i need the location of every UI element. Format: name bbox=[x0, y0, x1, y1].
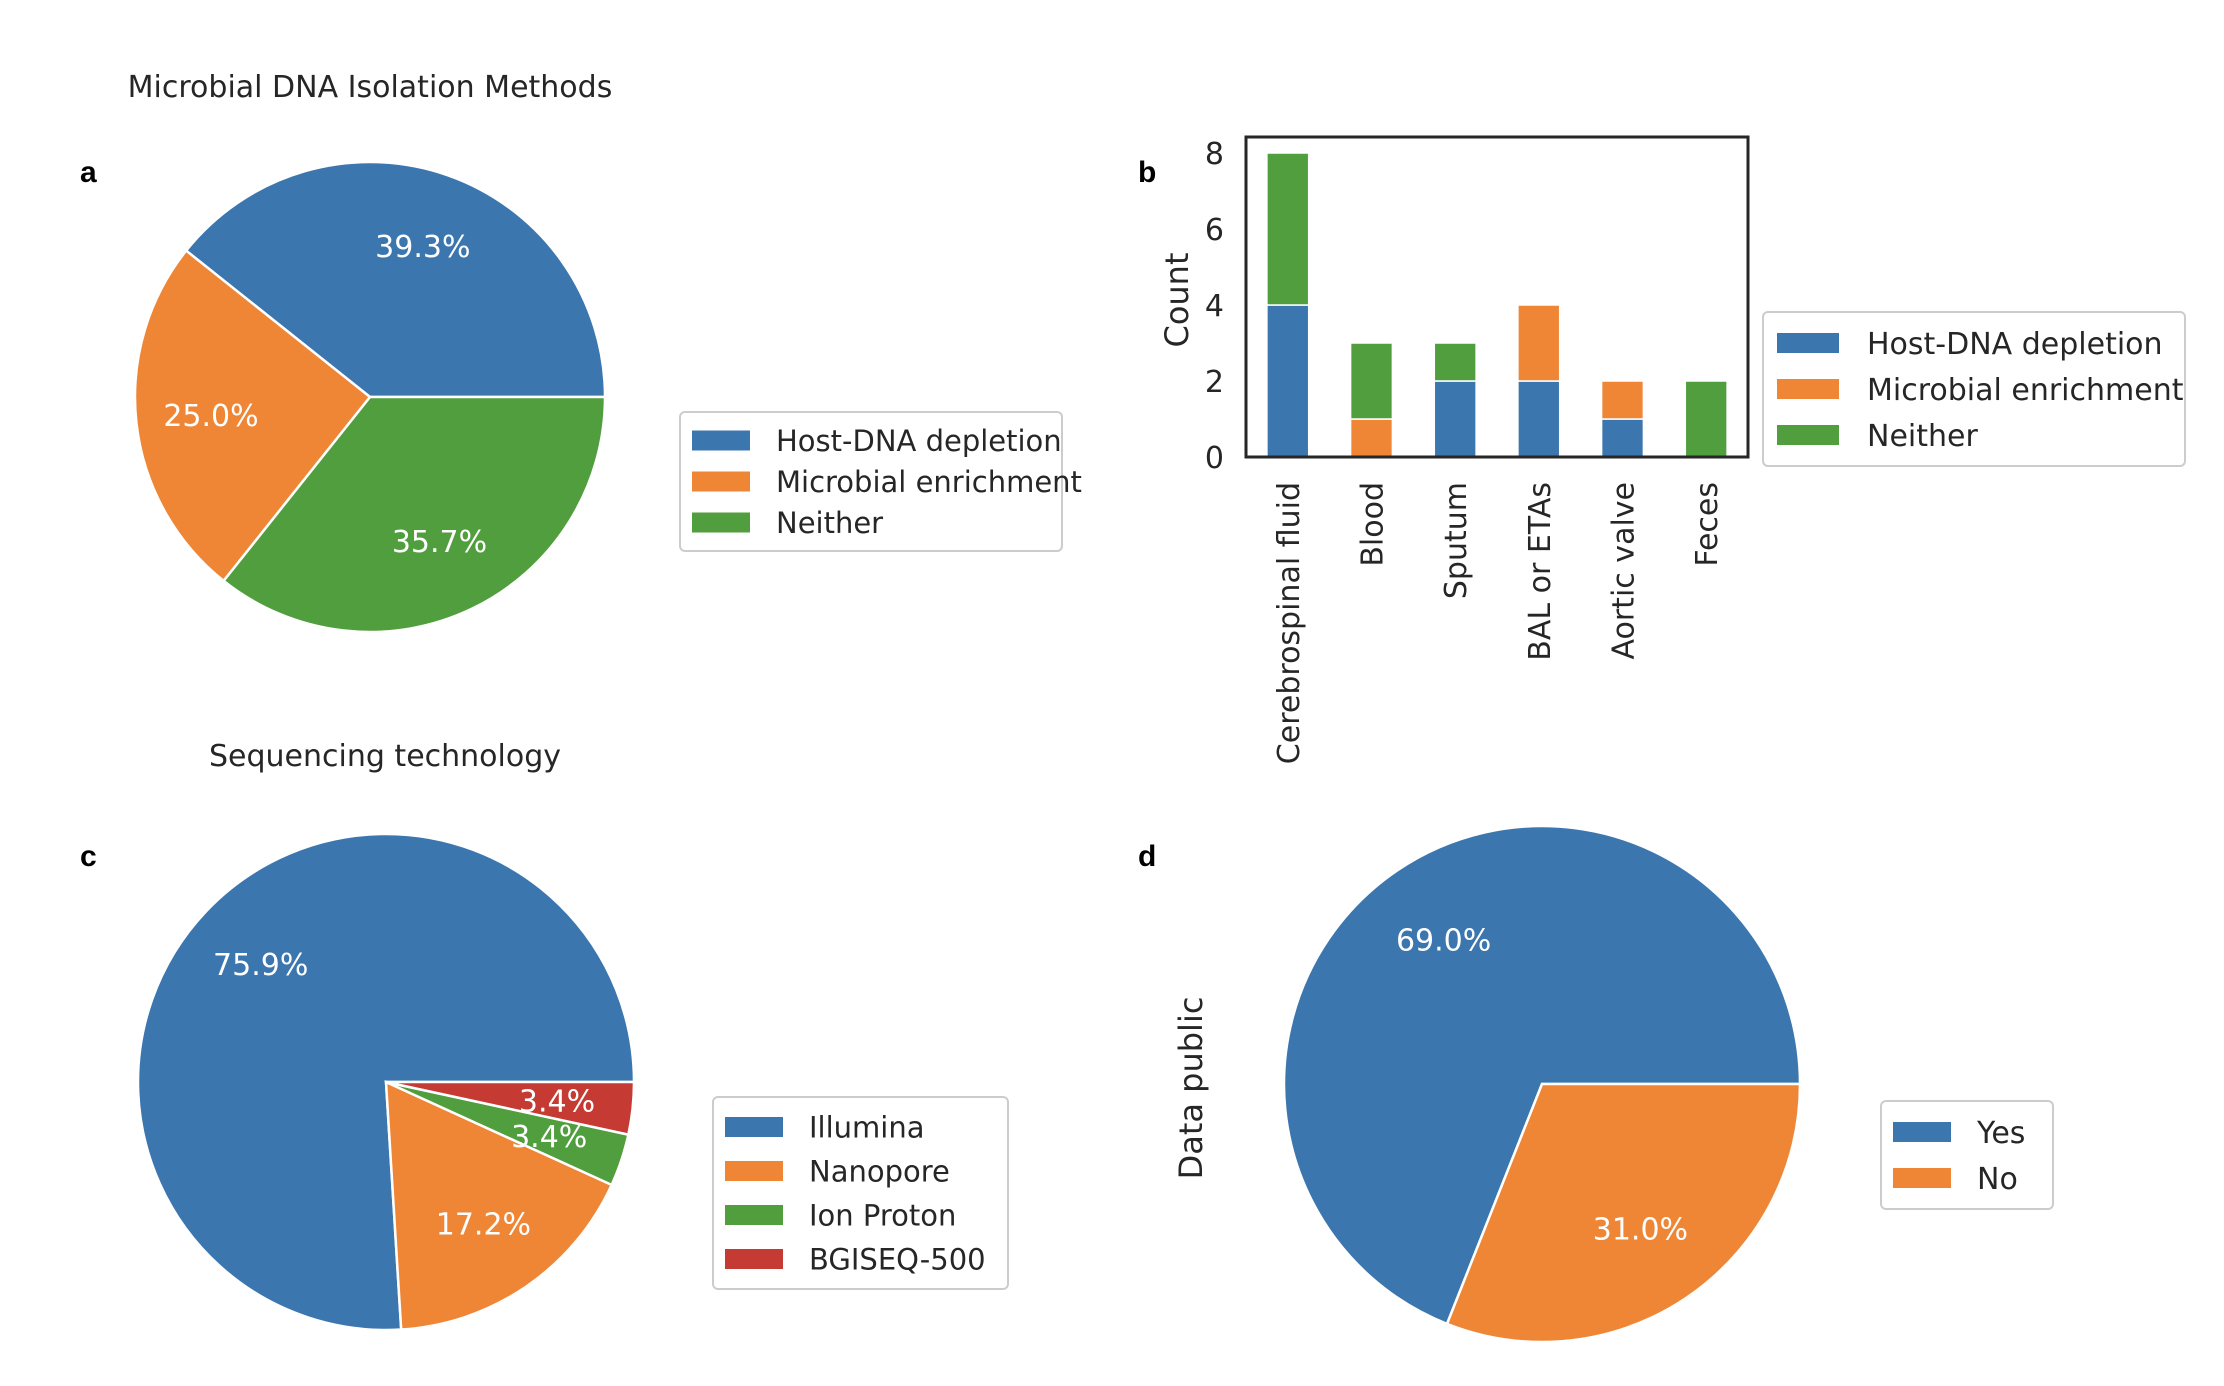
panel-letter-b: b bbox=[1138, 156, 1156, 189]
panel-d: d Data public 69.0% 31.0% Yes No bbox=[1138, 824, 2054, 1344]
bar-b-xtick-1: Cerebrospinal fluid bbox=[1272, 482, 1307, 764]
bar-b-4-2 bbox=[1517, 304, 1561, 382]
legend-d-swatch-2 bbox=[1893, 1168, 1951, 1188]
legend-a-swatch-2 bbox=[692, 471, 750, 492]
legend-c-frame bbox=[712, 1096, 1009, 1290]
pie-a-slices bbox=[133, 160, 607, 634]
pie-d-pct-label-1: 69.0% bbox=[1396, 923, 1491, 958]
pie-d-slice-1 bbox=[1282, 824, 1802, 1326]
panel-c: c Sequencing technology 75.9% 17.2% 3.4%3.… bbox=[80, 739, 1009, 1332]
legend-b: Host-DNA depletion Microbial enrichment Ne… bbox=[1762, 311, 2186, 467]
legend-b-frame bbox=[1762, 311, 2186, 467]
legend-a-label-2: Microbial enrichment bbox=[776, 465, 1082, 499]
pie-d-pct-label-2: 31.0% bbox=[1593, 1213, 1688, 1248]
pie-a-slice-2 bbox=[133, 248, 372, 583]
bar-b-xtick-5: Aortic valve bbox=[1607, 482, 1642, 660]
pie-d-slices bbox=[1282, 824, 1802, 1344]
legend-c-swatch-1 bbox=[725, 1117, 783, 1137]
pie-c-pct-label-3: 3.4% bbox=[511, 1120, 587, 1155]
bar-b-xtick-4: BAL or ETAs bbox=[1523, 482, 1558, 661]
legend-b-swatch-1 bbox=[1777, 333, 1839, 353]
legend-b-label-1: Host-DNA depletion bbox=[1867, 327, 2163, 362]
legend-a-swatch-3 bbox=[692, 512, 750, 533]
pie-d-ylabel: Data public bbox=[1172, 997, 1210, 1180]
pie-c-title: Sequencing technology bbox=[209, 739, 561, 774]
bar-b-xtick-6: Feces bbox=[1690, 482, 1725, 567]
legend-c-swatch-4 bbox=[725, 1249, 783, 1269]
bar-b-1-3 bbox=[1266, 152, 1310, 306]
legend-a-swatch-1 bbox=[692, 430, 750, 451]
bar-b-ytick-5: 8 bbox=[1205, 137, 1224, 172]
panel-a: a Microbial DNA Isolation Methods 39.3% 2… bbox=[80, 70, 1082, 634]
legend-c-label-3: Ion Proton bbox=[809, 1198, 956, 1232]
panel-b: b 0 2 4 6 8 Cerebrospinal fluid Blood Sputum BA… bbox=[1138, 135, 2186, 764]
pie-a-slice-1 bbox=[184, 160, 607, 399]
legend-b-swatch-2 bbox=[1777, 379, 1839, 399]
pie-a-labels: 39.3% 25.0% 35.7% bbox=[163, 230, 487, 560]
pie-c-pct-label-4: 3.4% bbox=[519, 1084, 595, 1119]
pie-a-pct-label-2: 25.0% bbox=[163, 399, 258, 434]
bar-b-xtick-3: Sputum bbox=[1439, 482, 1474, 599]
legend-d-label-1: Yes bbox=[1976, 1116, 2025, 1151]
bar-b-bars bbox=[1266, 152, 1728, 458]
pie-c-labels: 75.9% 17.2% 3.4%3.4% bbox=[213, 948, 595, 1242]
legend-a-frame bbox=[679, 411, 1063, 552]
legend-a-label-3: Neither bbox=[776, 506, 883, 540]
legend-c-swatch-3 bbox=[725, 1205, 783, 1225]
legend-c-label-4: BGISEQ-500 bbox=[809, 1242, 986, 1276]
bar-b-3-3 bbox=[1433, 342, 1477, 382]
pie-d-labels: 69.0% 31.0% bbox=[1396, 923, 1688, 1247]
bar-b-5-2 bbox=[1600, 380, 1645, 420]
pie-a-title: Microbial DNA Isolation Methods bbox=[128, 70, 613, 105]
pie-a-slice-3 bbox=[221, 395, 607, 634]
legend-d: Yes No bbox=[1880, 1100, 2054, 1210]
panel-letter-c: c bbox=[80, 840, 97, 873]
legend-d-swatch-1 bbox=[1893, 1122, 1951, 1142]
bar-b-5-1 bbox=[1600, 418, 1645, 458]
pie-c-pct-label-2: 17.2% bbox=[436, 1208, 531, 1243]
pie-c-slice-2 bbox=[384, 1079, 614, 1331]
bar-b-xticks: Cerebrospinal fluid Blood Sputum BAL or ETA… bbox=[1272, 482, 1725, 764]
bar-b-2-3 bbox=[1349, 342, 1394, 420]
legend-b-label-3: Neither bbox=[1867, 419, 1978, 454]
bar-b-2-2 bbox=[1349, 418, 1394, 458]
legend-c: Illumina Nanopore Ion Proton BGISEQ-500 bbox=[712, 1096, 1009, 1290]
legend-c-label-2: Nanopore bbox=[809, 1154, 950, 1188]
panel-letter-d: d bbox=[1138, 840, 1156, 873]
pie-a-pct-label-3: 35.7% bbox=[392, 525, 487, 560]
pie-c-slices bbox=[136, 832, 636, 1332]
bar-b-ytick-1: 0 bbox=[1205, 441, 1224, 476]
bar-b-ytick-2: 2 bbox=[1205, 365, 1224, 400]
legend-c-label-1: Illumina bbox=[809, 1110, 925, 1144]
pie-c-pct-label-1: 75.9% bbox=[213, 948, 308, 983]
legend-b-label-2: Microbial enrichment bbox=[1867, 373, 2184, 408]
bar-b-1-1 bbox=[1266, 304, 1310, 458]
pie-d-slice-2 bbox=[1445, 1082, 1802, 1344]
legend-a: Host-DNA depletion Microbial enrichment Ne… bbox=[679, 411, 1082, 552]
legend-d-label-2: No bbox=[1977, 1162, 2018, 1197]
legend-d-frame bbox=[1880, 1100, 2054, 1210]
bar-b-yticks: 0 2 4 6 8 bbox=[1205, 137, 1224, 476]
bar-b-3-1 bbox=[1433, 380, 1477, 458]
bar-b-6-3 bbox=[1684, 380, 1728, 458]
legend-a-label-1: Host-DNA depletion bbox=[776, 424, 1062, 458]
bar-b-4-1 bbox=[1517, 380, 1561, 458]
bar-b-frame bbox=[1244, 135, 1750, 459]
bar-b-ytick-3: 4 bbox=[1205, 289, 1224, 324]
legend-b-swatch-3 bbox=[1777, 425, 1839, 445]
bar-b-ylabel: Count bbox=[1158, 252, 1196, 347]
pie-c-slice-4 bbox=[385, 1080, 636, 1137]
bar-b-xtick-2: Blood bbox=[1356, 482, 1391, 567]
legend-c-swatch-2 bbox=[725, 1161, 783, 1181]
panel-letter-a: a bbox=[80, 156, 97, 189]
pie-a-pct-label-1: 39.3% bbox=[375, 230, 470, 265]
bar-b-ytick-4: 6 bbox=[1205, 213, 1224, 248]
